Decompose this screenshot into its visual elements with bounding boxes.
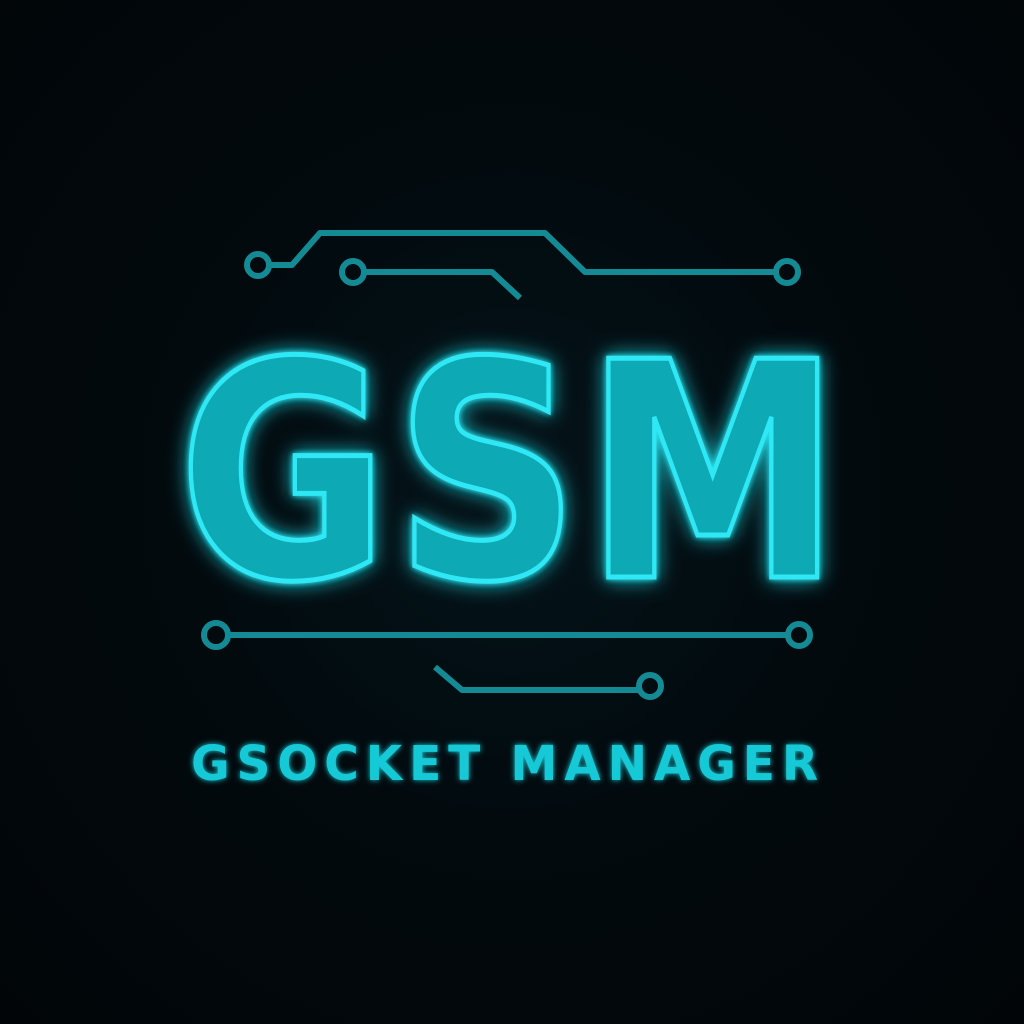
- tagline: GSOCKET MANAGER: [191, 736, 825, 792]
- trace-node-icon: [773, 258, 801, 286]
- circuit-trace-bottom: [201, 620, 813, 700]
- trace-node-icon: [339, 258, 367, 286]
- trace-node-icon: [244, 251, 272, 279]
- trace-node-icon: [201, 620, 231, 650]
- trace-node-icon: [785, 621, 813, 649]
- wordmark: GSM: [178, 299, 846, 648]
- circuit-trace-top: [244, 230, 801, 301]
- trace-node-icon: [636, 672, 664, 700]
